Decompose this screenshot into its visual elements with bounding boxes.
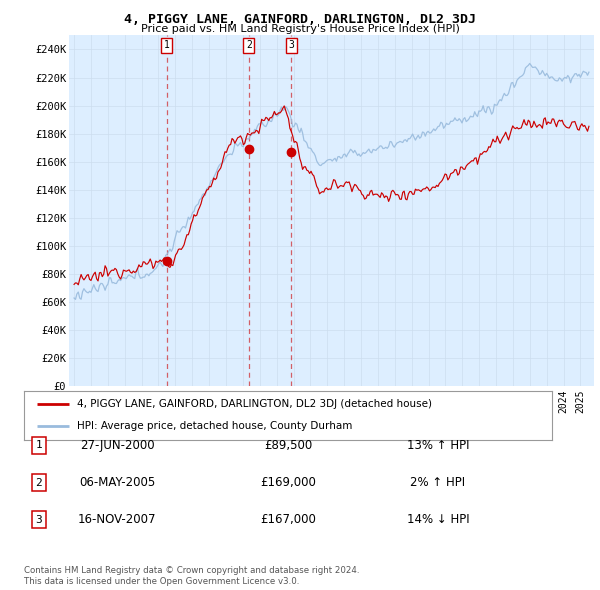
Text: 1: 1 xyxy=(35,441,43,450)
Text: 2: 2 xyxy=(246,40,252,50)
Text: 2% ↑ HPI: 2% ↑ HPI xyxy=(410,476,466,489)
Text: £167,000: £167,000 xyxy=(260,513,316,526)
Text: This data is licensed under the Open Government Licence v3.0.: This data is licensed under the Open Gov… xyxy=(24,577,299,586)
Text: 16-NOV-2007: 16-NOV-2007 xyxy=(78,513,156,526)
Text: Price paid vs. HM Land Registry's House Price Index (HPI): Price paid vs. HM Land Registry's House … xyxy=(140,24,460,34)
Text: 27-JUN-2000: 27-JUN-2000 xyxy=(80,439,154,452)
Text: £89,500: £89,500 xyxy=(264,439,312,452)
Text: 2: 2 xyxy=(35,478,43,487)
Text: 06-MAY-2005: 06-MAY-2005 xyxy=(79,476,155,489)
Text: 3: 3 xyxy=(289,40,295,50)
Text: 4, PIGGY LANE, GAINFORD, DARLINGTON, DL2 3DJ (detached house): 4, PIGGY LANE, GAINFORD, DARLINGTON, DL2… xyxy=(77,399,432,409)
Text: 14% ↓ HPI: 14% ↓ HPI xyxy=(407,513,469,526)
Text: Contains HM Land Registry data © Crown copyright and database right 2024.: Contains HM Land Registry data © Crown c… xyxy=(24,566,359,575)
Text: £169,000: £169,000 xyxy=(260,476,316,489)
Text: 3: 3 xyxy=(35,515,43,525)
Text: HPI: Average price, detached house, County Durham: HPI: Average price, detached house, Coun… xyxy=(77,421,352,431)
Text: 1: 1 xyxy=(164,40,170,50)
Text: 4, PIGGY LANE, GAINFORD, DARLINGTON, DL2 3DJ: 4, PIGGY LANE, GAINFORD, DARLINGTON, DL2… xyxy=(124,13,476,26)
Text: 13% ↑ HPI: 13% ↑ HPI xyxy=(407,439,469,452)
